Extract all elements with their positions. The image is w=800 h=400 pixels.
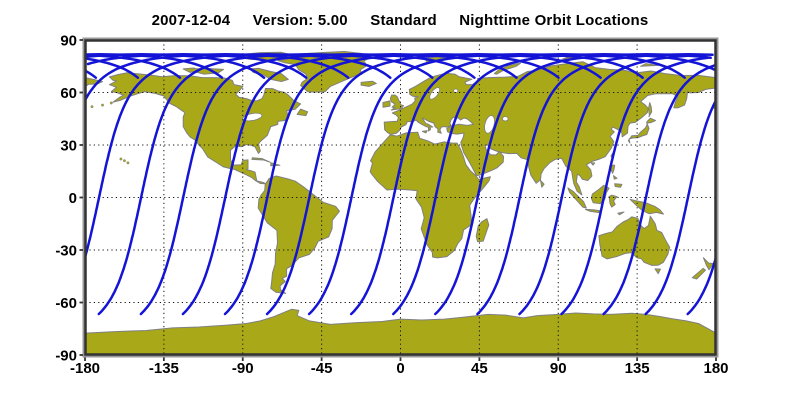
orbit-track — [560, 56, 710, 316]
landmass — [590, 162, 596, 166]
landmass — [10, 64, 28, 67]
landmass — [24, 269, 29, 274]
title-version: Version: 5.00 — [252, 12, 348, 29]
orbit-track — [86, 53, 308, 79]
orbit-track — [265, 53, 602, 316]
landmass — [614, 183, 623, 188]
orbit-track — [602, 64, 716, 316]
landmass — [691, 267, 706, 280]
landmass — [608, 194, 618, 208]
orbit-track — [139, 53, 476, 316]
y-tick-label: -90 — [55, 348, 77, 365]
small-island — [119, 157, 123, 161]
landmass — [0, 216, 39, 265]
small-island — [126, 161, 130, 165]
axis-ticks — [79, 39, 717, 361]
small-island — [109, 101, 113, 105]
landmass — [251, 157, 271, 163]
y-tick-label: 0 — [69, 190, 77, 207]
small-island — [90, 105, 94, 109]
small-island — [101, 103, 104, 107]
x-tick-label: 0 — [396, 360, 404, 377]
orbit-track — [518, 53, 708, 316]
x-tick-label: -135 — [149, 360, 179, 377]
orbit-track — [85, 53, 266, 79]
landmass — [741, 73, 800, 184]
orbit-track — [476, 53, 714, 316]
orbit-track — [307, 53, 644, 316]
landmass — [257, 175, 340, 294]
frame-outer — [82, 37, 719, 358]
landmass — [567, 187, 587, 209]
orbit-track — [85, 70, 98, 79]
x-tick-label: 180 — [703, 360, 728, 377]
landmass — [85, 77, 103, 88]
plot-title: 2007-12-04 Version: 5.00 Standard Nightt… — [0, 12, 800, 29]
landmass — [617, 211, 625, 216]
landmass — [0, 199, 32, 214]
landmass — [15, 118, 24, 123]
lake — [429, 87, 441, 100]
title-date: 2007-12-04 — [151, 12, 231, 29]
y-tick-label: -60 — [55, 295, 77, 312]
landmass — [72, 258, 82, 270]
y-tick-label: 90 — [60, 33, 77, 50]
lake — [453, 88, 459, 93]
landmass — [360, 80, 377, 87]
orbit-track — [223, 53, 560, 316]
lake — [502, 116, 509, 122]
orbit-track — [181, 53, 518, 316]
landmass — [640, 63, 659, 67]
landmass — [613, 175, 618, 180]
title-main: Nighttime Orbit Locations — [459, 12, 649, 29]
map-frame — [82, 37, 719, 358]
frame-inner — [84, 39, 717, 356]
orbit-track — [349, 53, 686, 316]
orbit-track — [85, 53, 350, 101]
landmass — [648, 102, 653, 118]
x-tick-label: -180 — [70, 360, 100, 377]
x-tick-label: 45 — [471, 360, 488, 377]
lake — [484, 115, 495, 134]
orbit-track — [392, 53, 716, 316]
y-axis-tick-labels: 90 60 30 0 -30 -60 -90 — [55, 33, 77, 365]
orbit-track — [686, 256, 716, 316]
landmass — [296, 108, 309, 117]
x-tick-label: 90 — [550, 360, 567, 377]
landmass — [654, 268, 661, 275]
landmass — [627, 123, 650, 144]
orbit-track — [644, 99, 716, 316]
landmass — [475, 218, 490, 243]
y-tick-label: -30 — [55, 243, 77, 260]
y-tick-label: 30 — [60, 138, 77, 155]
x-tick-label: -90 — [232, 360, 254, 377]
landmass — [0, 124, 18, 143]
small-island — [122, 159, 126, 163]
landmass — [598, 215, 671, 266]
title-mode: Standard — [370, 12, 437, 29]
x-axis-tick-labels: -180 -135 -90 -45 0 45 90 135 180 — [70, 360, 729, 377]
landmass — [18, 103, 21, 117]
orbit-track — [434, 53, 712, 316]
landmass — [702, 257, 714, 271]
landmass — [540, 179, 545, 188]
y-tick-label: 60 — [60, 85, 77, 102]
landmass — [645, 117, 656, 124]
x-tick-label: 135 — [625, 360, 650, 377]
landmass — [382, 100, 391, 108]
landmass — [85, 308, 716, 355]
landmass — [715, 332, 716, 355]
orbit-tracks-layer — [85, 53, 716, 316]
orbit-track — [97, 53, 434, 316]
landmass — [629, 198, 664, 215]
landmass — [61, 268, 74, 279]
x-tick-label: -45 — [311, 360, 333, 377]
landmass — [421, 130, 428, 134]
